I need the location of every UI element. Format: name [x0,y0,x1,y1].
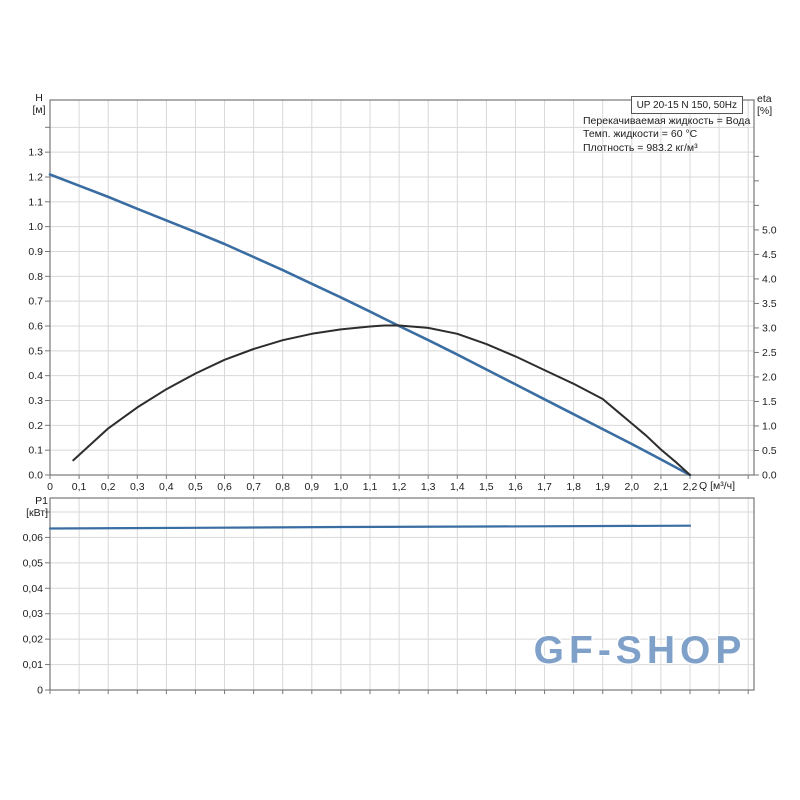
left-tick-label: 0,02 [23,634,44,646]
chart-ticks: 0 0,1 0,2 0,3 0,4 0,5 0,6 0,7 0,8 0,9 1,0 1,1 1,2 1,3… [28,126,777,493]
right-tick-label: 4.5 [762,249,777,261]
x-tick-label: 0 [47,481,53,493]
left-tick-label: 0.3 [28,395,43,407]
x-tick-label: 1,7 [537,481,552,493]
left-tick-label: 1.1 [28,196,43,208]
right-tick-label: 1.5 [762,396,777,408]
right-tick-label: 4.0 [762,273,777,285]
fluid-info-line: Темп. жидкости = 60 °C [583,128,698,141]
h-axis-unit: [м] [32,104,46,116]
fluid-info-line: Плотность = 983.2 кг/м³ [583,141,698,154]
left-tick-label: 0.9 [28,246,43,258]
p1-axis-symbol: P1 [35,495,48,507]
left-tick-label: 0,03 [23,608,44,620]
left-tick-label: 0.8 [28,271,43,283]
chart-grid [50,100,754,475]
head-curve [48,173,692,477]
chart-border [49,497,755,691]
x-tick-label: 2,0 [625,481,640,493]
x-tick-label: 1,5 [479,481,494,493]
x-tick-label: 1,4 [450,481,465,493]
left-tick-label: 0,01 [23,659,44,671]
p1-axis-unit: [кВт] [26,507,48,519]
x-tick-label: 0,9 [305,481,320,493]
x-tick-label: 0,8 [275,481,290,493]
chart-1: 0 0,01 0,02 0,03 0,04 0,05 0,06 [23,497,755,697]
left-tick-label: 0.1 [28,445,43,457]
x-tick-label: 1,1 [363,481,378,493]
left-tick-label: 0 [37,685,43,697]
left-tick-label: 0,06 [23,532,44,544]
right-tick-label: 0.5 [762,445,777,457]
chart-ticks: 0 0,01 0,02 0,03 0,04 0,05 0,06 [23,511,749,697]
left-tick-label: 0,04 [23,583,44,595]
fluid-info-line: Перекачиваемая жидкость = Вода [583,115,751,127]
p1-axis-label: P1 [кВт] [10,495,48,519]
h-axis-label: H [м] [26,92,52,116]
x-tick-label: 0,4 [159,481,174,493]
right-tick-label: 1.0 [762,420,777,432]
x-tick-label: 1,8 [566,481,581,493]
right-tick-label: 3.5 [762,298,777,310]
x-tick-label: 0,6 [217,481,232,493]
x-tick-label: 1,9 [595,481,610,493]
right-tick-label: 2.5 [762,347,777,359]
x-tick-label: 0,3 [130,481,145,493]
left-tick-label: 0,05 [23,557,44,569]
eta-axis-label: eta [%] [757,93,772,117]
left-tick-label: 1.2 [28,171,43,183]
x-tick-label: 2,2 [683,481,698,493]
eta-axis-symbol: eta [757,93,772,105]
left-tick-label: 0.5 [28,345,43,357]
x-tick-label: 0,5 [188,481,203,493]
right-tick-label: 5.0 [762,224,777,236]
x-tick-label: 1,3 [421,481,436,493]
eta-curve [72,324,691,476]
x-tick-label: 2,1 [654,481,669,493]
left-tick-label: 1.0 [28,221,43,233]
left-tick-label: 1.3 [28,147,43,159]
fluid-info-block: Перекачиваемая жидкость = Вода Темп. жид… [583,115,750,155]
chart-border [49,99,755,476]
right-tick-label: 0.0 [762,470,777,482]
left-tick-label: 0.6 [28,320,43,332]
chart-grid [50,498,754,690]
x-tick-label: 0,7 [246,481,261,493]
eta-axis-unit: [%] [757,105,773,117]
p1-curve [48,524,692,530]
gf-shop-watermark: GF-SHOP [533,629,747,672]
right-tick-label: 2.0 [762,371,777,383]
left-tick-label: 0.2 [28,420,43,432]
left-tick-label: 0.0 [28,470,43,482]
x-tick-label: 0,2 [101,481,116,493]
right-tick-label: 3.0 [762,322,777,334]
h-axis-symbol: H [35,92,43,104]
x-tick-label: 1,0 [334,481,349,493]
x-tick-label: 0,1 [72,481,87,493]
left-tick-label: 0.4 [28,370,43,382]
left-tick-label: 0.7 [28,296,43,308]
chart-0: 0 0,1 0,2 0,3 0,4 0,5 0,6 0,7 0,8 0,9 1,0 1,1 1,2 1,3… [28,99,777,493]
q-axis-label: Q [м³/ч] [699,480,736,492]
pump-model-box: UP 20-15 N 150, 50Hz [630,96,743,114]
x-tick-label: 1,2 [392,481,407,493]
x-tick-label: 1,6 [508,481,523,493]
